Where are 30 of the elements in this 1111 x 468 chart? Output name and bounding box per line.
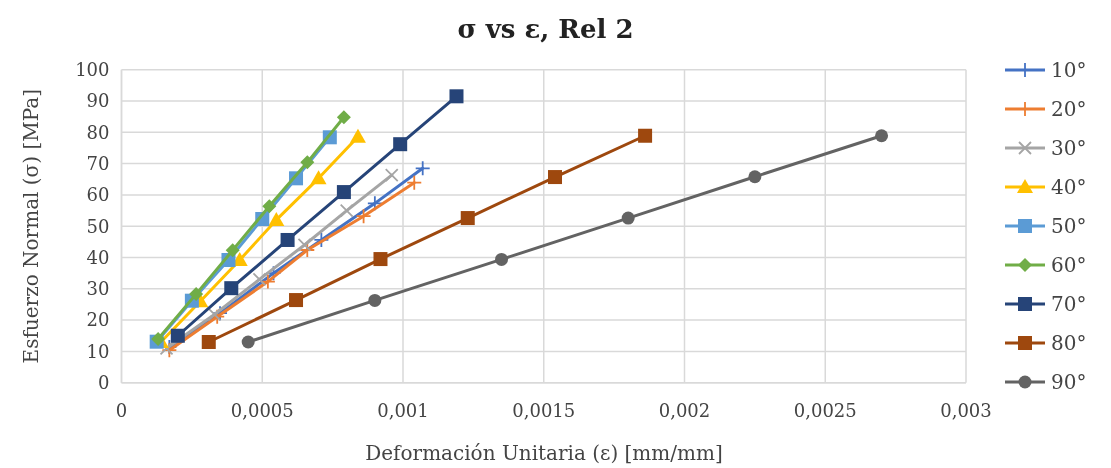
y-axis-title: Esfuerzo Normal (σ) [MPa] (19, 89, 43, 364)
y-tick-label: 0 (98, 372, 110, 393)
y-tick-label: 70 (86, 152, 110, 174)
x-tick-label: 0,002 (658, 399, 711, 421)
y-tick-label: 100 (75, 59, 110, 80)
legend-label: 40° (1051, 175, 1087, 199)
legend-label: 50° (1051, 214, 1087, 238)
x-tick-label: 0,0025 (793, 399, 857, 421)
legend-label: 70° (1051, 292, 1087, 316)
y-tick-label: 50 (86, 215, 110, 237)
legend-label: 80° (1051, 331, 1087, 355)
y-tick-label: 60 (86, 184, 110, 206)
y-tick-label: 30 (86, 278, 110, 300)
x-tick-label: 0,0005 (230, 399, 294, 421)
legend-label: 10° (1051, 58, 1087, 82)
y-tick-label: 40 (86, 246, 110, 268)
x-tick-label: 0,003 (940, 399, 992, 421)
y-tick-label: 10 (86, 340, 110, 362)
legend-label: 20° (1051, 97, 1087, 121)
x-tick-label: 0,0015 (512, 399, 576, 421)
legend-label: 60° (1051, 253, 1087, 277)
legend-label: 90° (1051, 370, 1087, 394)
y-tick-label: 20 (86, 309, 110, 331)
x-tick-label: 0 (115, 399, 128, 421)
chart-title: σ vs ε, Rel 2 (457, 14, 634, 44)
y-tick-label: 90 (86, 90, 110, 112)
legend-label: 30° (1051, 136, 1087, 160)
x-axis-title: Deformación Unitaria (ε) [mm/mm] (365, 441, 723, 465)
x-tick-label: 0,001 (377, 399, 429, 421)
y-tick-label: 80 (86, 121, 110, 143)
